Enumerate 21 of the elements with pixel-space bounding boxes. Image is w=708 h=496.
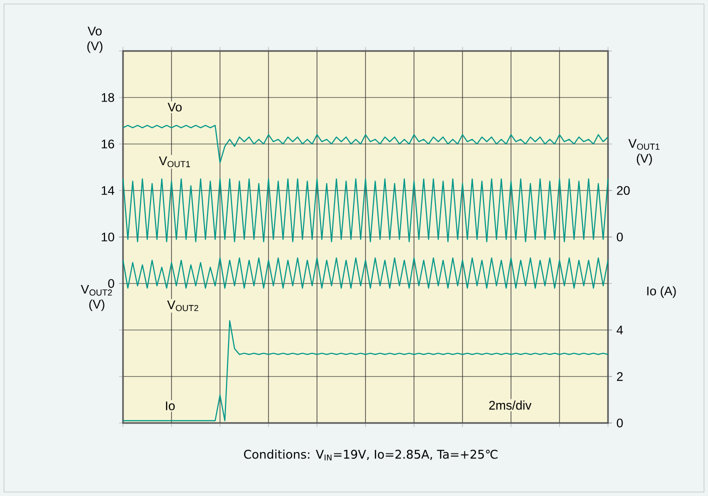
annotation: 2ms/div (489, 400, 532, 410)
series-label: Io (166, 402, 175, 410)
line-series (122, 257, 609, 289)
y-tick-label: 2 (616, 372, 623, 381)
series-label: V$_{OUT2}$ (167, 300, 198, 312)
y-tick-label: 16 (102, 140, 114, 148)
y-tick-label: 0 (616, 418, 623, 428)
series-label: Vo (168, 102, 182, 112)
y-tick-label: 0 (616, 232, 623, 242)
y-tick-label: 14 (102, 186, 114, 195)
y-tick-label: 4 (616, 326, 623, 334)
y-tick-label: 20 (616, 186, 630, 195)
y-tick-label: 0 (108, 279, 114, 288)
text: Conditions: V$_{IN}$=19V, Io=2.85A, Ta=+25℃ (244, 450, 498, 460)
y-tick-label: 10 (102, 232, 114, 242)
line-series (122, 178, 609, 242)
y-axis-title: Vo (V) (87, 26, 102, 53)
y-tick-label: 18 (102, 93, 114, 102)
y-axis-title: Io (A) (647, 286, 676, 298)
series-label: V$_{OUT1}$ (158, 156, 190, 168)
y-axis-title: V$_{OUT1}$ (V) (628, 139, 660, 166)
